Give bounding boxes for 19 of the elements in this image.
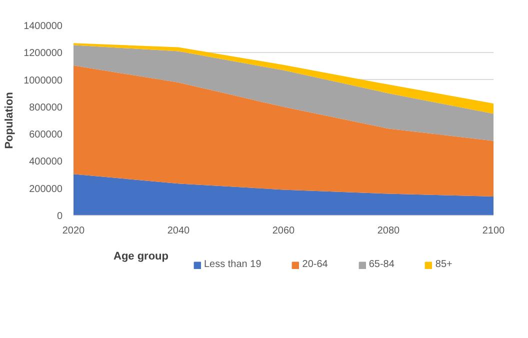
y-tick-label: 400000 [29,156,63,168]
y-tick-label: 1000000 [24,75,63,86]
x-tick-label: 2080 [377,226,400,236]
y-axis-title: Population [4,92,16,149]
y-tick-label: 800000 [29,102,63,114]
y-tick-label: 600000 [29,130,63,141]
legend-label: 20-64 [302,259,328,270]
legend-label: 65-84 [368,259,394,270]
y-tick-label: 1200000 [24,48,63,60]
x-tick-label: 2060 [272,226,296,236]
x-tick-label: 2020 [62,226,86,236]
legend-label: 85+ [435,259,454,270]
x-tick-label: 2040 [167,226,190,236]
legend-title: Age group [114,250,169,262]
y-tick-label: 200000 [29,184,63,195]
x-tick-label: 2100 [482,226,506,236]
legend-label: Less than 19 [204,259,262,270]
y-tick-label: 0 [56,211,63,222]
y-tick-label: 1400000 [24,21,63,32]
